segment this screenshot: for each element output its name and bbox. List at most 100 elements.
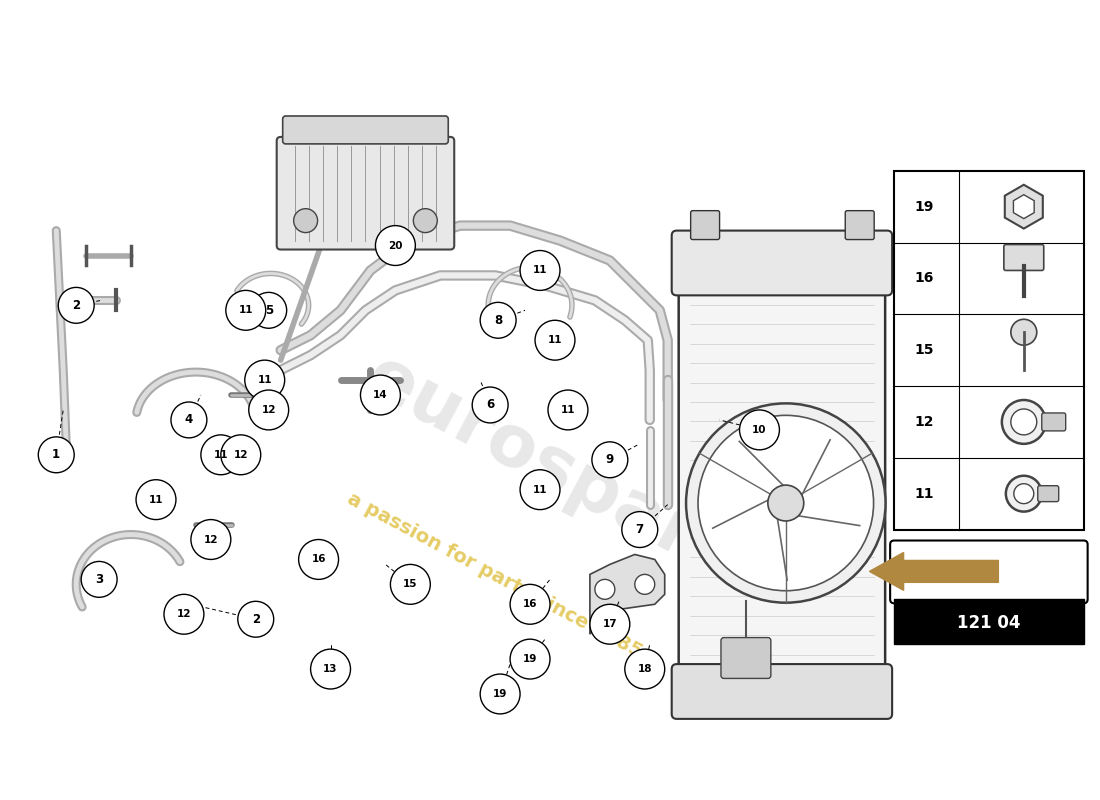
Circle shape [698,415,873,590]
Text: 17: 17 [603,619,617,630]
FancyArrow shape [869,553,999,590]
Text: 8: 8 [494,314,503,326]
Text: 13: 13 [323,664,338,674]
Circle shape [245,360,285,400]
Polygon shape [1013,194,1034,218]
Text: 11: 11 [239,306,253,315]
Circle shape [136,480,176,519]
Circle shape [249,390,288,430]
Text: 12: 12 [177,610,191,619]
Circle shape [520,250,560,290]
FancyBboxPatch shape [691,210,719,239]
Text: 19: 19 [493,689,507,699]
Circle shape [238,602,274,637]
Text: 16: 16 [522,599,537,610]
Circle shape [472,387,508,423]
Text: 16: 16 [311,554,326,565]
Text: 12: 12 [233,450,248,460]
Circle shape [635,574,654,594]
Text: 7: 7 [636,523,644,536]
Circle shape [58,287,95,323]
Circle shape [592,442,628,478]
Circle shape [361,375,400,415]
Text: 2: 2 [73,299,80,312]
Text: 2: 2 [252,613,260,626]
Text: 18: 18 [638,664,652,674]
FancyBboxPatch shape [890,541,1088,603]
Text: 5: 5 [265,304,273,317]
FancyBboxPatch shape [894,170,1084,530]
FancyBboxPatch shape [1037,486,1058,502]
Polygon shape [590,554,664,634]
Circle shape [1002,400,1046,444]
Circle shape [595,579,615,599]
Text: 14: 14 [373,390,387,400]
FancyBboxPatch shape [277,137,454,250]
Text: 20: 20 [388,241,403,250]
Circle shape [375,226,416,266]
Circle shape [221,435,261,474]
Circle shape [510,584,550,624]
Text: 19: 19 [522,654,537,664]
Text: 12: 12 [262,405,276,415]
FancyBboxPatch shape [672,664,892,719]
Text: 6: 6 [486,398,494,411]
Circle shape [39,437,74,473]
Circle shape [548,390,587,430]
Circle shape [625,649,664,689]
Text: 11: 11 [914,486,934,501]
Circle shape [414,209,438,233]
Text: 1: 1 [52,448,60,462]
Text: 9: 9 [606,454,614,466]
Circle shape [170,402,207,438]
Text: 11: 11 [561,405,575,415]
Circle shape [481,674,520,714]
Circle shape [164,594,204,634]
FancyBboxPatch shape [672,230,892,295]
Text: 11: 11 [548,335,562,346]
Text: 12: 12 [914,415,934,429]
Text: 11: 11 [213,450,228,460]
Text: 15: 15 [403,579,418,590]
Text: 16: 16 [914,271,934,286]
Circle shape [1014,484,1034,504]
Circle shape [510,639,550,679]
Text: 12: 12 [204,534,218,545]
Text: 19: 19 [914,200,934,214]
Text: 11: 11 [532,266,548,275]
Circle shape [520,470,560,510]
Circle shape [298,539,339,579]
Circle shape [191,519,231,559]
Text: 121 04: 121 04 [957,614,1021,632]
Text: eurospares: eurospares [354,342,790,618]
Circle shape [294,209,318,233]
Polygon shape [1004,185,1043,229]
FancyBboxPatch shape [894,599,1084,644]
Circle shape [768,485,804,521]
Circle shape [481,302,516,338]
Circle shape [1005,476,1042,512]
Circle shape [739,410,780,450]
Circle shape [1011,319,1037,345]
Circle shape [310,649,351,689]
Text: 15: 15 [914,343,934,357]
FancyBboxPatch shape [1004,245,1044,270]
FancyBboxPatch shape [679,279,886,680]
Circle shape [251,292,287,328]
Text: 4: 4 [185,414,192,426]
Circle shape [81,562,117,598]
Text: 11: 11 [532,485,548,494]
Circle shape [226,290,266,330]
Text: 11: 11 [257,375,272,385]
Circle shape [535,320,575,360]
FancyBboxPatch shape [720,638,771,678]
Text: 3: 3 [95,573,103,586]
FancyBboxPatch shape [1042,413,1066,431]
Circle shape [621,512,658,547]
Circle shape [590,604,630,644]
Text: a passion for parts since 1985: a passion for parts since 1985 [344,490,646,662]
Circle shape [1011,409,1037,435]
FancyBboxPatch shape [283,116,449,144]
Circle shape [201,435,241,474]
Circle shape [390,565,430,604]
